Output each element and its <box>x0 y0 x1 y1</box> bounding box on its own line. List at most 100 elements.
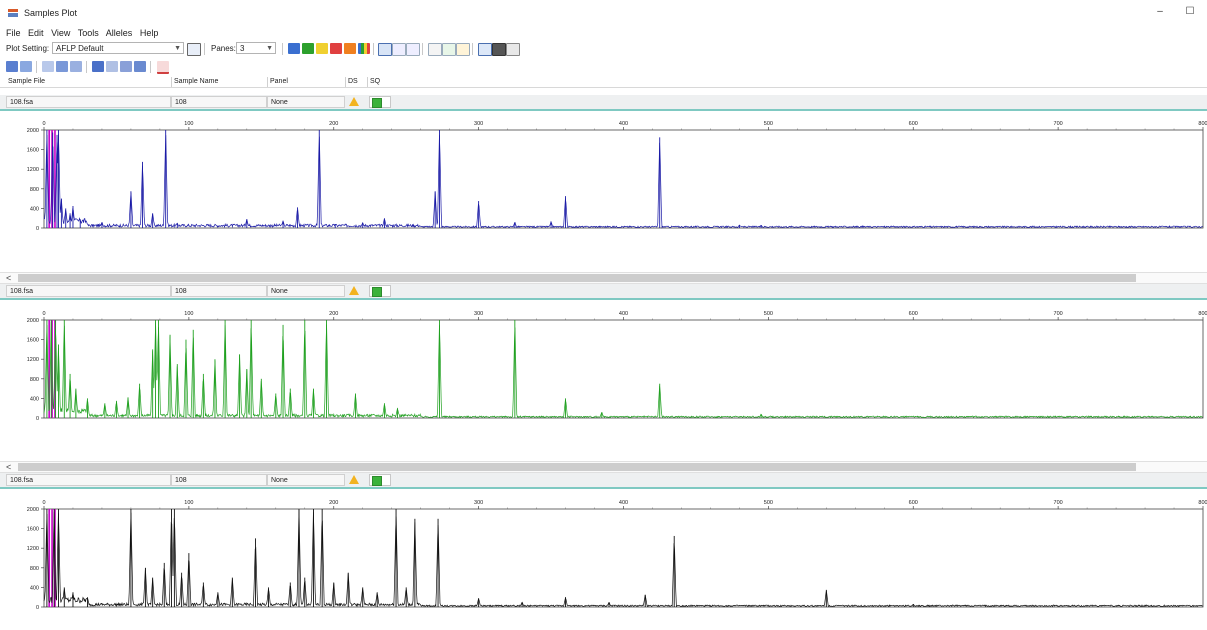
zoom-bin-icon[interactable] <box>92 61 104 72</box>
sample-row[interactable]: 108.fsa 108 None <box>0 473 1207 489</box>
y-tick-label: 1600 <box>27 338 39 344</box>
show-green-dye-icon[interactable] <box>302 43 314 54</box>
plot-pane[interactable]: 0 100 200 300 400 500 600 700 800 2000 1600 1200 800… <box>0 115 1207 237</box>
menu-help[interactable]: Help <box>139 28 159 38</box>
label-peaks-icon[interactable] <box>406 43 420 56</box>
title-bar: Samples Plot – ☐ <box>0 0 1207 24</box>
dark-view-icon[interactable] <box>492 43 506 56</box>
highlight-band <box>48 509 50 607</box>
menu-file[interactable]: File <box>6 28 21 38</box>
menu-tools[interactable]: Tools <box>77 28 99 38</box>
toolbar-separator <box>282 43 283 55</box>
x-tick-label: 700 <box>1054 311 1063 317</box>
x-tick-label: 600 <box>909 121 918 127</box>
y-tick-label: 1600 <box>27 527 39 533</box>
y-tick-label: 400 <box>30 206 39 212</box>
highlight-band <box>51 509 53 607</box>
toolbar-separator <box>150 61 151 73</box>
electropherogram-black[interactable]: 0 100 200 300 400 500 600 700 800 2000 1600 1200 800… <box>0 494 1207 616</box>
horizontal-scrollbar[interactable]: < <box>0 461 1207 473</box>
show-red-dye-icon[interactable] <box>330 43 342 54</box>
warning-icon <box>349 286 359 295</box>
plot-settings-editor-icon[interactable] <box>187 43 201 56</box>
panel-view-icon[interactable] <box>442 43 456 56</box>
sizing-quality-cell <box>369 96 391 108</box>
electropherogram-blue[interactable]: 0 100 200 300 400 500 600 700 800 2000 1600 1200 800… <box>0 115 1207 237</box>
x-tick-label: 300 <box>474 500 483 506</box>
sizing-quality-cell <box>369 285 391 297</box>
plot-setting-value: AFLP Default <box>56 44 104 53</box>
overlay-view-icon[interactable] <box>392 43 406 56</box>
menu-view[interactable]: View <box>51 28 71 38</box>
scroll-left-icon[interactable]: < <box>6 462 12 472</box>
sample-name-cell: 108 <box>171 474 267 486</box>
y-tick-label: 0 <box>36 605 39 611</box>
minimize-button[interactable]: – <box>1157 6 1163 17</box>
column-ds[interactable]: DS <box>345 77 367 87</box>
maximize-button[interactable]: ☐ <box>1185 6 1195 17</box>
scrollbar-thumb[interactable] <box>18 274 1136 282</box>
x-tick-label: 300 <box>474 121 483 127</box>
x-tick-label: 400 <box>619 311 628 317</box>
panel-cell: None <box>267 474 345 486</box>
peak-chart-icon[interactable] <box>456 43 470 56</box>
column-panel[interactable]: Panel <box>267 77 345 87</box>
bins-icon[interactable] <box>428 43 442 56</box>
zoom-down-icon[interactable] <box>20 61 32 72</box>
scroll-left-icon[interactable]: < <box>6 273 12 283</box>
menu-edit[interactable]: Edit <box>28 28 44 38</box>
plot-pane[interactable]: 0 100 200 300 400 500 600 700 800 2000 1600 1200 800… <box>0 494 1207 616</box>
toolbar-separator <box>86 61 87 73</box>
x-tick-label: 600 <box>909 311 918 317</box>
show-all-dyes-icon[interactable] <box>358 43 370 54</box>
zoom-marker-icon[interactable] <box>120 61 132 72</box>
panes-select[interactable]: 3 ▼ <box>236 42 276 54</box>
x-tick-label: 700 <box>1054 500 1063 506</box>
zoom-peak-icon[interactable] <box>106 61 118 72</box>
toolbar-separator <box>472 43 473 55</box>
y-tick-label: 2000 <box>27 128 39 134</box>
scale-to-max-icon[interactable] <box>42 61 54 72</box>
table-view-icon[interactable] <box>378 43 392 56</box>
zoom-region-icon[interactable] <box>134 61 146 72</box>
trace-line <box>43 509 1203 608</box>
sample-row[interactable]: 108.fsa 108 None <box>0 95 1207 111</box>
show-blue-dye-icon[interactable] <box>288 43 300 54</box>
electropherogram-green[interactable]: 0 100 200 300 400 500 600 700 800 2000 1600 1200 800… <box>0 305 1207 427</box>
horizontal-scrollbar[interactable]: < <box>0 272 1207 284</box>
toolbar-separator <box>422 43 423 55</box>
sizing-quality-cell <box>369 474 391 486</box>
toolbar-main: Plot Setting: AFLP Default ▼ Panes: 3 ▼ <box>0 41 1207 58</box>
export-image-icon[interactable] <box>506 43 520 56</box>
x-tick-label: 800 <box>1198 311 1207 317</box>
x-tick-label: 500 <box>764 121 773 127</box>
panel-cell: None <box>267 285 345 297</box>
column-sq[interactable]: SQ <box>367 77 395 87</box>
menu-alleles[interactable]: Alleles <box>105 28 133 38</box>
grid-view-icon[interactable] <box>478 43 492 56</box>
chevron-down-icon: ▼ <box>174 45 181 52</box>
show-orange-dye-icon[interactable] <box>344 43 356 54</box>
y-tick-label: 400 <box>30 585 39 591</box>
column-sample-file[interactable]: Sample File <box>8 78 45 85</box>
x-tick-label: 0 <box>42 311 45 317</box>
plot-pane[interactable]: 0 100 200 300 400 500 600 700 800 2000 1600 1200 800… <box>0 305 1207 427</box>
scrollbar-thumb[interactable] <box>18 463 1136 471</box>
y-tick-label: 400 <box>30 396 39 402</box>
column-sample-name[interactable]: Sample Name <box>171 77 267 87</box>
pass-icon <box>372 476 382 486</box>
y-tick-label: 1200 <box>27 357 39 363</box>
x-tick-label: 100 <box>184 121 193 127</box>
size-standard-icon[interactable] <box>157 61 169 74</box>
show-yellow-dye-icon[interactable] <box>316 43 328 54</box>
plot-frame <box>43 319 1204 419</box>
y-tick-label: 0 <box>36 226 39 232</box>
scale-to-selected-icon[interactable] <box>56 61 68 72</box>
x-tick-label: 600 <box>909 500 918 506</box>
y-tick-label: 1600 <box>27 148 39 154</box>
sample-row[interactable]: 108.fsa 108 None <box>0 284 1207 300</box>
plot-setting-select[interactable]: AFLP Default ▼ <box>52 42 184 54</box>
zoom-full-icon[interactable] <box>6 61 18 72</box>
scale-y-icon[interactable] <box>70 61 82 72</box>
y-tick-label: 800 <box>30 566 39 572</box>
